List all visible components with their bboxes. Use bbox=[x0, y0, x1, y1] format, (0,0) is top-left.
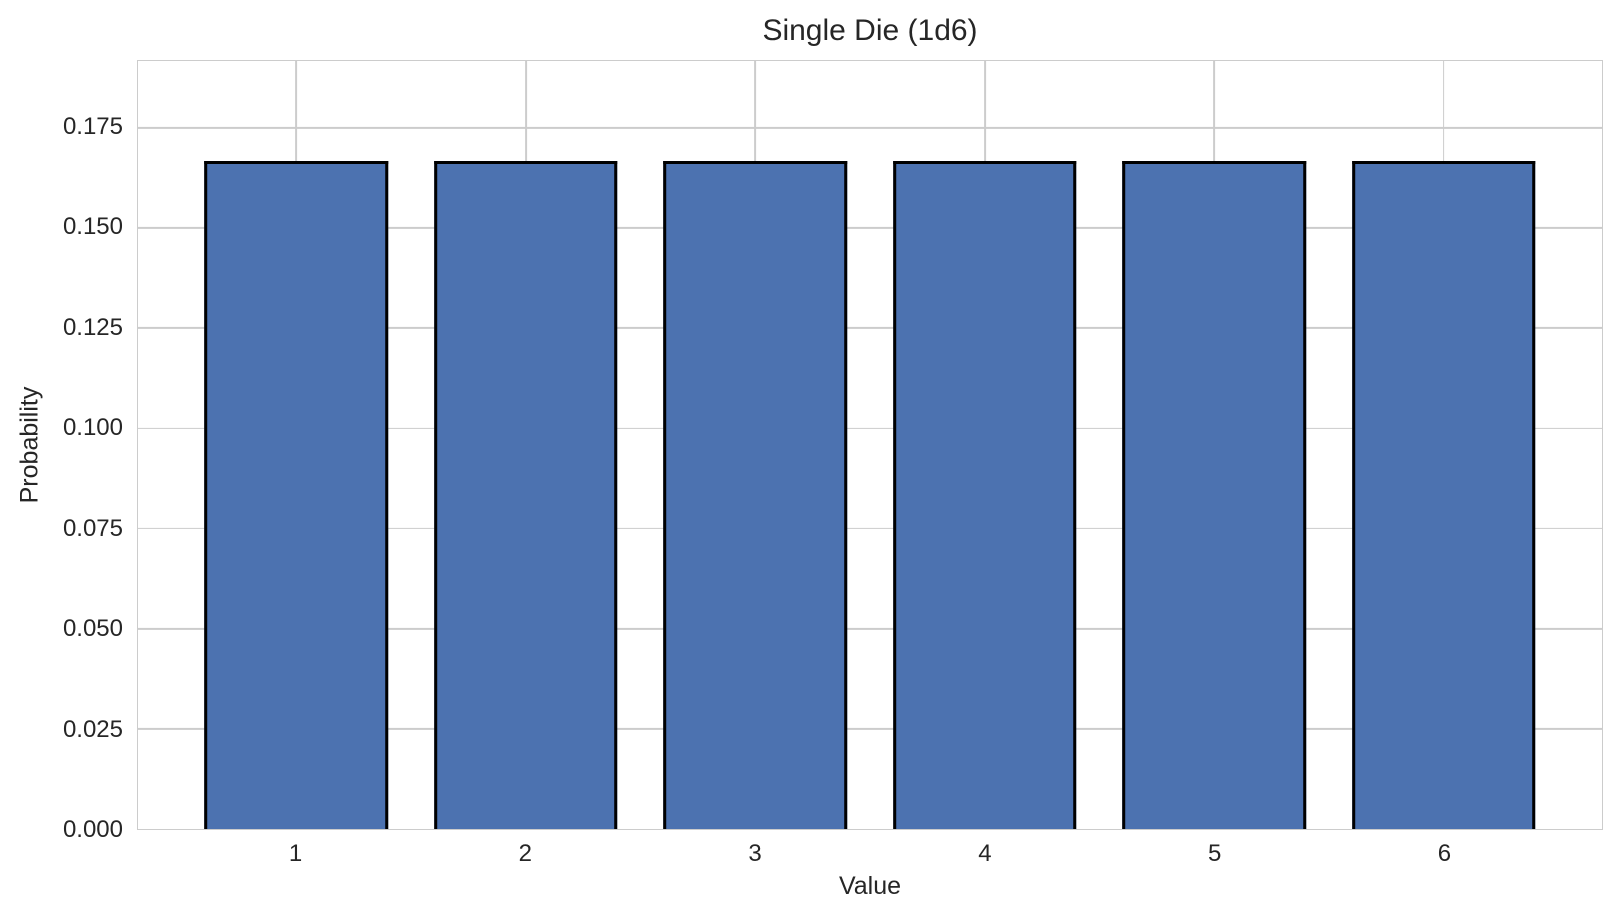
bar-value-6 bbox=[1351, 161, 1536, 829]
y-gridline bbox=[138, 627, 1602, 630]
y-tick-label: 0.000 bbox=[62, 816, 123, 843]
bar-value-2 bbox=[434, 161, 618, 829]
plot-area bbox=[137, 60, 1603, 830]
x-tick-label: 3 bbox=[748, 840, 762, 867]
x-tick-label: 6 bbox=[1437, 840, 1452, 867]
chart-title: Single Die (1d6) bbox=[762, 14, 978, 47]
y-gridline bbox=[138, 327, 1602, 330]
y-tick-label: 0.150 bbox=[62, 213, 123, 241]
bar-value-5 bbox=[1122, 161, 1306, 829]
x-tick-label: 1 bbox=[288, 840, 303, 867]
y-gridline bbox=[138, 427, 1602, 430]
bar-value-1 bbox=[204, 161, 389, 829]
y-tick-label: 0.050 bbox=[62, 615, 123, 643]
y-gridline bbox=[138, 527, 1602, 530]
x-tick-label: 4 bbox=[978, 840, 992, 867]
x-tick-label: 5 bbox=[1207, 840, 1222, 867]
y-tick-label: 0.175 bbox=[62, 112, 123, 140]
y-tick-label: 0.025 bbox=[62, 715, 123, 743]
y-tick-label: 0.125 bbox=[62, 313, 123, 341]
y-tick-label: 0.100 bbox=[62, 414, 123, 442]
y-gridline bbox=[138, 126, 1602, 129]
y-gridline bbox=[138, 727, 1602, 730]
x-axis-label: Value bbox=[838, 872, 902, 900]
bar-value-3 bbox=[663, 161, 848, 829]
y-axis-label: Probability bbox=[15, 386, 44, 504]
y-tick-label: 0.075 bbox=[62, 514, 123, 542]
x-tick-label: 2 bbox=[518, 840, 532, 867]
y-gridline bbox=[138, 227, 1602, 229]
bar-value-4 bbox=[892, 161, 1077, 829]
